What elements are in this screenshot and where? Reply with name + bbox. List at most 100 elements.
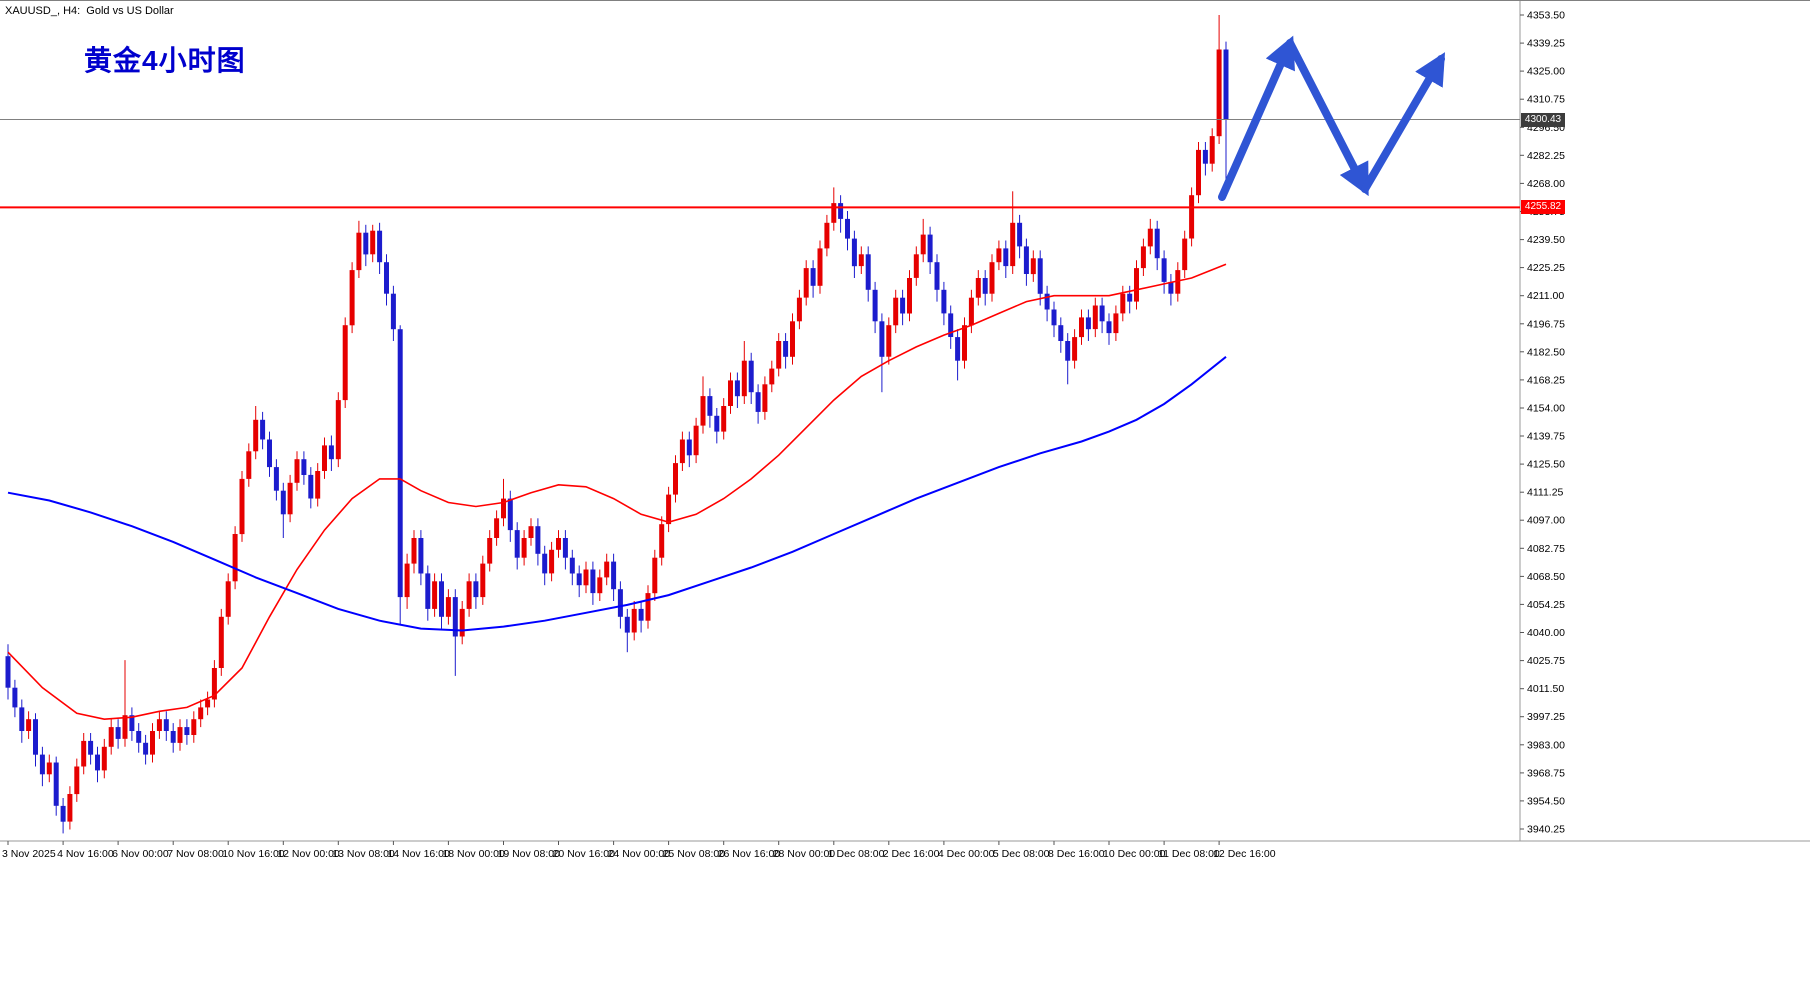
price-tick-label: 3940.25 — [1527, 824, 1565, 836]
time-tick-label: 10 Dec 00:00 — [1103, 848, 1166, 860]
candle-body — [686, 439, 692, 456]
candle-body — [156, 719, 162, 731]
price-tick-label: 4268.00 — [1527, 178, 1565, 190]
time-tick-label: 11 Dec 08:00 — [1158, 848, 1220, 860]
price-tick-label: 4310.75 — [1527, 94, 1565, 106]
time-tick-label: 18 Nov 00:00 — [442, 848, 505, 860]
candle-body — [927, 234, 933, 263]
candle-body — [480, 563, 486, 598]
candle-body — [370, 230, 376, 255]
candle-body — [349, 270, 355, 326]
candle-body — [590, 569, 596, 594]
candle-body — [1106, 321, 1112, 334]
candle-body — [377, 230, 383, 263]
candle-body — [1099, 305, 1105, 322]
candle-body — [1175, 270, 1181, 294]
candle-body — [962, 325, 967, 361]
candle-body — [1079, 317, 1084, 338]
candle-body — [535, 526, 541, 554]
candle-body — [1154, 228, 1160, 259]
price-tick-label: 4282.25 — [1527, 150, 1565, 162]
candle-body — [748, 360, 754, 393]
candle-body — [845, 218, 850, 239]
candle-body — [824, 222, 830, 249]
candle-body — [170, 731, 176, 743]
price-tick-label: 4225.25 — [1527, 262, 1565, 274]
candle-body — [384, 262, 389, 294]
candle-body — [253, 419, 259, 452]
candle-body — [796, 297, 802, 322]
candle-body — [1209, 136, 1215, 164]
time-tick-label: 8 Dec 16:00 — [1048, 848, 1105, 860]
chart-title: XAUUSD_, H4: Gold vs US Dollar — [5, 5, 174, 17]
candle-body — [734, 380, 740, 397]
price-tick-label: 3954.50 — [1527, 795, 1565, 807]
candle-body — [1023, 246, 1029, 274]
price-tick-label: 4011.50 — [1527, 683, 1564, 695]
candle-body — [280, 490, 286, 515]
candle-body — [611, 561, 617, 590]
candle-body — [1092, 305, 1098, 330]
candle-body — [900, 297, 906, 314]
candle-body — [831, 203, 837, 223]
candle-body — [948, 313, 954, 337]
time-tick-label: 26 Nov 16:00 — [718, 848, 781, 860]
candle-body — [1003, 248, 1009, 267]
candle-body — [569, 557, 575, 574]
candle-body — [1072, 337, 1078, 361]
candle-body — [659, 524, 665, 558]
candle-body — [803, 268, 809, 298]
candle-body — [466, 581, 472, 609]
projection-arrow[interactable] — [1218, 35, 1446, 201]
candle-body — [205, 699, 211, 708]
candle-body — [163, 719, 169, 731]
candle-body — [1161, 258, 1167, 282]
candle-body — [225, 581, 231, 617]
candle-body — [879, 321, 885, 357]
candle-body — [494, 518, 500, 538]
candle-body — [287, 482, 293, 515]
candle-body — [817, 248, 823, 286]
time-axis: 3 Nov 2025 4 Nov 16:006 Nov 00:007 Nov 08… — [2, 841, 1276, 860]
candle-body — [631, 608, 637, 633]
candle-body — [115, 727, 121, 739]
time-tick-label: 19 Nov 08:00 — [498, 848, 561, 860]
price-tick-label: 4211.00 — [1527, 290, 1564, 302]
candle-body — [996, 248, 1002, 263]
price-tick-label: 4040.00 — [1527, 627, 1565, 639]
candle-body — [418, 538, 424, 574]
candle-body — [941, 289, 947, 314]
candle-body — [604, 561, 610, 578]
price-tick-label: 4168.25 — [1527, 374, 1565, 386]
candle-body — [975, 278, 981, 298]
candle-body — [218, 616, 224, 668]
time-tick-label: 13 Nov 08:00 — [332, 848, 395, 860]
candle-body — [583, 569, 589, 586]
candle-body — [211, 668, 217, 700]
candle-body — [246, 451, 252, 479]
candle-body — [645, 593, 651, 621]
candle-body — [907, 278, 912, 314]
candle-body — [88, 740, 94, 755]
candle-body — [838, 203, 844, 219]
candle-body — [528, 526, 534, 538]
candle-body — [989, 262, 995, 294]
candle-body — [1147, 228, 1153, 247]
candle-body — [851, 238, 857, 267]
candle-body — [335, 400, 341, 460]
ma-blue-line — [7, 356, 1227, 632]
candle-body — [445, 597, 451, 617]
ma-red-line — [7, 263, 1227, 721]
candle-body — [624, 616, 630, 633]
candle-body — [893, 297, 899, 326]
candle-body — [39, 754, 45, 775]
candle-body — [920, 234, 926, 255]
price-tick-label: 3997.25 — [1527, 711, 1565, 723]
candle-body — [1085, 317, 1091, 330]
candle-body — [652, 557, 658, 594]
candle-body — [273, 467, 279, 491]
candle-body — [74, 766, 80, 795]
candle-body — [934, 262, 940, 290]
